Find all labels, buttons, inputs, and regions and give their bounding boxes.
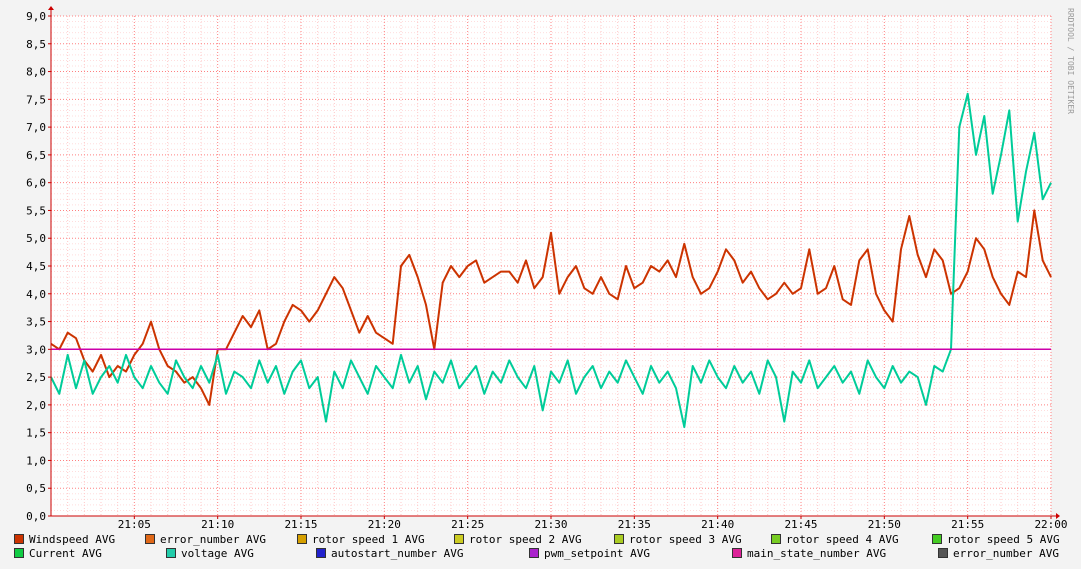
legend-swatch — [14, 534, 24, 544]
legend-item: voltage AVG — [166, 547, 254, 561]
y-tick-label: 0,5 — [26, 482, 46, 495]
legend-swatch — [316, 548, 326, 558]
legend-swatch — [166, 548, 176, 558]
legend-label: rotor speed 5 AVG — [947, 533, 1060, 546]
legend-label: autostart_number AVG — [331, 547, 464, 560]
legend-swatch — [932, 534, 942, 544]
x-axis-arrow — [1056, 513, 1060, 519]
y-tick-label: 4,0 — [26, 288, 46, 301]
y-tick-label: 9,0 — [26, 10, 46, 23]
legend-label: pwm_setpoint AVG — [544, 547, 650, 560]
legend-swatch — [297, 534, 307, 544]
x-tick-label: 21:55 — [951, 518, 984, 531]
y-tick-label: 3,0 — [26, 343, 46, 356]
x-tick-label: 21:50 — [868, 518, 901, 531]
legend-label: voltage AVG — [181, 547, 254, 560]
legend-swatch — [454, 534, 464, 544]
legend-label: rotor speed 3 AVG — [629, 533, 742, 546]
legend-label: Windspeed AVG — [29, 533, 116, 546]
legend-swatch — [771, 534, 781, 544]
y-tick-label: 1,5 — [26, 427, 46, 440]
legend-item: autostart_number AVG — [316, 547, 463, 561]
legend-item: main_state_number AVG — [732, 547, 886, 561]
legend-label: Current AVG — [29, 547, 102, 560]
y-tick-label: 5,0 — [26, 232, 46, 245]
y-tick-label: 8,0 — [26, 66, 46, 79]
legend-swatch — [145, 534, 155, 544]
legend-swatch — [529, 548, 539, 558]
legend-label: main_state_number AVG — [747, 547, 887, 560]
legend-label: error_number AVG — [953, 547, 1059, 560]
legend-label: rotor speed 2 AVG — [469, 533, 582, 546]
legend-item: rotor speed 4 AVG — [771, 533, 899, 547]
y-tick-label: 2,0 — [26, 399, 46, 412]
y-tick-label: 6,5 — [26, 149, 46, 162]
legend-item: pwm_setpoint AVG — [529, 547, 650, 561]
x-tick-label: 21:20 — [368, 518, 401, 531]
legend-swatch — [938, 548, 948, 558]
legend-item: rotor speed 3 AVG — [614, 533, 742, 547]
y-tick-label: 7,5 — [26, 93, 46, 106]
y-tick-label: 7,0 — [26, 121, 46, 134]
y-tick-label: 2,5 — [26, 371, 46, 384]
y-tick-label: 0,0 — [26, 510, 46, 523]
x-tick-label: 21:30 — [534, 518, 567, 531]
x-tick-label: 21:25 — [451, 518, 484, 531]
legend-label: rotor speed 4 AVG — [786, 533, 899, 546]
legend-item: rotor speed 1 AVG — [297, 533, 425, 547]
legend-item: Windspeed AVG — [14, 533, 115, 547]
y-tick-label: 6,0 — [26, 177, 46, 190]
x-tick-label: 21:10 — [201, 518, 234, 531]
y-tick-label: 4,5 — [26, 260, 46, 273]
y-tick-label: 5,5 — [26, 204, 46, 217]
x-tick-label: 21:45 — [784, 518, 817, 531]
x-tick-label: 21:05 — [118, 518, 151, 531]
y-tick-label: 8,5 — [26, 38, 46, 51]
legend-swatch — [614, 534, 624, 544]
watermark-text: RRDTOOL / TOBI OETIKER — [1066, 8, 1075, 114]
legend-label: error_number AVG — [160, 533, 266, 546]
y-tick-label: 1,0 — [26, 454, 46, 467]
x-tick-label: 21:40 — [701, 518, 734, 531]
legend-item: error_number AVG — [145, 533, 266, 547]
chart-legend: Windspeed AVG error_number AVG rotor speed… — [14, 533, 1070, 561]
legend-row: Current AVG voltage AVG autostart_number A… — [14, 547, 1070, 561]
legend-item: rotor speed 2 AVG — [454, 533, 582, 547]
y-axis-arrow — [48, 6, 54, 10]
legend-item: error_number AVG — [938, 547, 1059, 561]
x-tick-label: 21:35 — [618, 518, 651, 531]
legend-row: Windspeed AVG error_number AVG rotor speed… — [14, 533, 1070, 547]
series-line-voltage-avg — [50, 92, 1052, 429]
legend-item: rotor speed 5 AVG — [932, 533, 1060, 547]
legend-item: Current AVG — [14, 547, 102, 561]
x-tick-label: 22:00 — [1034, 518, 1067, 531]
legend-swatch — [14, 548, 24, 558]
legend-swatch — [732, 548, 742, 558]
legend-label: rotor speed 1 AVG — [312, 533, 425, 546]
x-tick-label: 21:15 — [284, 518, 317, 531]
y-tick-label: 3,5 — [26, 316, 46, 329]
